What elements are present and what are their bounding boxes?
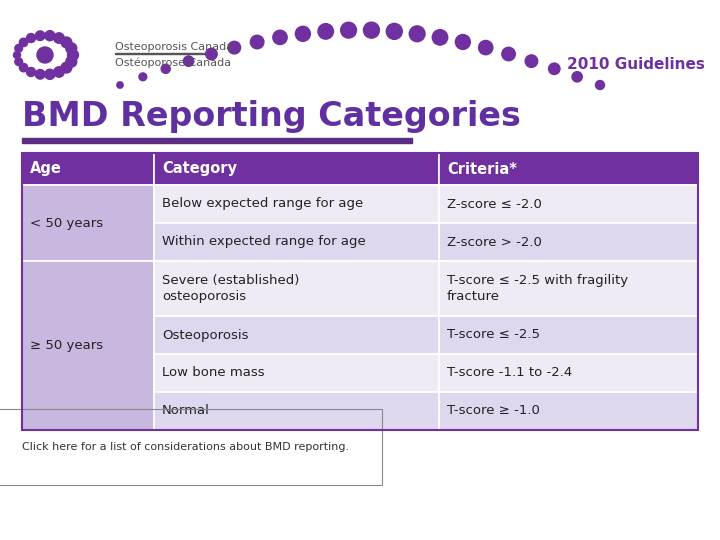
Circle shape	[387, 23, 402, 39]
Text: Normal: Normal	[162, 404, 210, 417]
Circle shape	[66, 43, 77, 54]
Circle shape	[251, 35, 264, 49]
Bar	[154, 261, 439, 316]
Text: T-score -1.1 to -2.4: T-score -1.1 to -2.4	[447, 367, 572, 380]
Circle shape	[455, 35, 470, 50]
Circle shape	[35, 31, 45, 40]
Circle shape	[228, 41, 240, 54]
Bar	[154, 223, 439, 261]
Text: T-score ≤ -2.5 with fragility
fracture: T-score ≤ -2.5 with fragility fracture	[447, 274, 628, 303]
Text: Z-score ≤ -2.0: Z-score ≤ -2.0	[447, 198, 542, 211]
Text: Category: Category	[162, 161, 237, 177]
Text: Criteria*: Criteria*	[447, 161, 517, 177]
Text: Osteoporosis Canada: Osteoporosis Canada	[115, 42, 233, 52]
Circle shape	[139, 73, 147, 80]
Bar	[22, 153, 698, 430]
Circle shape	[572, 72, 582, 82]
Circle shape	[37, 47, 53, 63]
Circle shape	[15, 58, 22, 65]
Circle shape	[27, 33, 35, 43]
Circle shape	[15, 44, 22, 52]
Bar	[439, 223, 698, 261]
Bar	[439, 261, 698, 316]
Circle shape	[54, 33, 64, 43]
Bar	[22, 138, 412, 143]
Circle shape	[206, 48, 217, 60]
Text: Ostéoporose Canada: Ostéoporose Canada	[115, 57, 231, 68]
Text: BMD Reporting Categories: BMD Reporting Categories	[22, 100, 521, 133]
Bar	[154, 185, 439, 223]
Circle shape	[117, 82, 123, 88]
Bar	[439, 392, 698, 430]
Circle shape	[45, 31, 55, 40]
Circle shape	[61, 37, 72, 48]
Text: T-score ≤ -2.5: T-score ≤ -2.5	[447, 328, 540, 341]
Circle shape	[432, 30, 448, 45]
Circle shape	[45, 69, 55, 79]
Circle shape	[549, 63, 560, 75]
Text: Z-score > -2.0: Z-score > -2.0	[447, 235, 542, 248]
Bar	[154, 392, 439, 430]
Text: 2010 Guidelines: 2010 Guidelines	[567, 57, 705, 72]
Bar	[439, 153, 698, 185]
Bar	[439, 185, 698, 223]
Circle shape	[19, 63, 28, 72]
Text: T-score ≥ -1.0: T-score ≥ -1.0	[447, 404, 540, 417]
Circle shape	[295, 26, 310, 41]
Bar	[22, 261, 154, 430]
Circle shape	[525, 55, 538, 68]
Bar	[154, 153, 439, 185]
Circle shape	[184, 56, 194, 66]
Text: Osteoporosis: Osteoporosis	[162, 328, 248, 341]
Circle shape	[19, 38, 28, 46]
Text: Low bone mass: Low bone mass	[162, 367, 265, 380]
Circle shape	[54, 67, 64, 77]
Text: ≥ 50 years: ≥ 50 years	[30, 339, 103, 352]
Bar	[439, 354, 698, 392]
Circle shape	[35, 70, 45, 79]
Circle shape	[66, 56, 77, 67]
Circle shape	[61, 62, 72, 73]
Circle shape	[68, 50, 78, 60]
Text: < 50 years: < 50 years	[30, 217, 103, 230]
Circle shape	[318, 24, 333, 39]
Circle shape	[479, 40, 493, 55]
Circle shape	[364, 22, 379, 38]
Bar	[115, 53, 210, 54]
Circle shape	[27, 68, 35, 77]
Text: Severe (established)
osteoporosis: Severe (established) osteoporosis	[162, 274, 300, 303]
Circle shape	[161, 64, 170, 73]
Text: Age: Age	[30, 161, 62, 177]
Circle shape	[595, 80, 605, 90]
Bar	[154, 316, 439, 354]
Bar	[439, 316, 698, 354]
Circle shape	[341, 22, 356, 38]
Text: Below expected range for age: Below expected range for age	[162, 198, 364, 211]
Bar	[22, 185, 154, 261]
Circle shape	[14, 51, 20, 58]
Text: Within expected range for age: Within expected range for age	[162, 235, 366, 248]
Text: Click here for a list of considerations about BMD reporting.: Click here for a list of considerations …	[22, 442, 349, 452]
Bar	[22, 153, 154, 185]
Circle shape	[409, 26, 425, 42]
Circle shape	[502, 48, 516, 60]
Bar	[154, 354, 439, 392]
Circle shape	[273, 30, 287, 44]
